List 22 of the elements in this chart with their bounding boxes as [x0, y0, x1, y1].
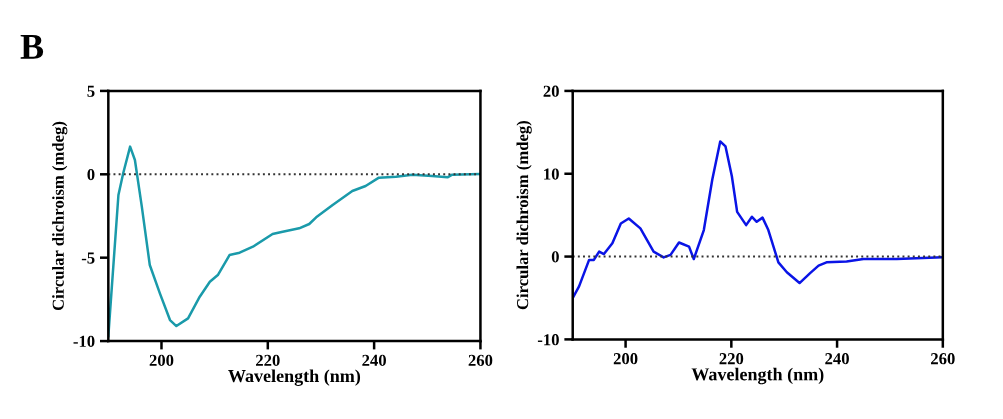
x-tick-label: 240: [825, 353, 849, 365]
x-tick-label: 200: [149, 354, 174, 366]
y-tick-label: 10: [544, 168, 559, 180]
y-tick-label: -10: [73, 335, 95, 348]
line-series: [572, 140, 943, 300]
y-tick-label: -5: [81, 252, 95, 264]
y-tick-label: 5: [87, 85, 95, 97]
y-axis-title: Circular dichroism (mdeg): [52, 121, 68, 311]
text: B: [20, 35, 44, 59]
x-tick-label: 240: [362, 354, 386, 366]
y-tick-label: -10: [537, 334, 559, 346]
x-tick-label: 200: [613, 353, 638, 365]
x-tick-label: 260: [468, 354, 493, 366]
x-tick-label: 260: [931, 353, 955, 365]
y-tick-label: 0: [551, 251, 559, 263]
y-tick-label: 0: [87, 169, 95, 181]
x-tick-label: 220: [719, 353, 744, 365]
y-tick-label: 20: [543, 85, 559, 97]
x-axis-title: Wavelength (nm): [691, 367, 824, 385]
y-axis-title: Circular dichroism (mdeg): [516, 120, 532, 310]
x-axis-title: Wavelength (nm): [228, 369, 361, 386]
x-tick-label: 220: [256, 354, 280, 366]
